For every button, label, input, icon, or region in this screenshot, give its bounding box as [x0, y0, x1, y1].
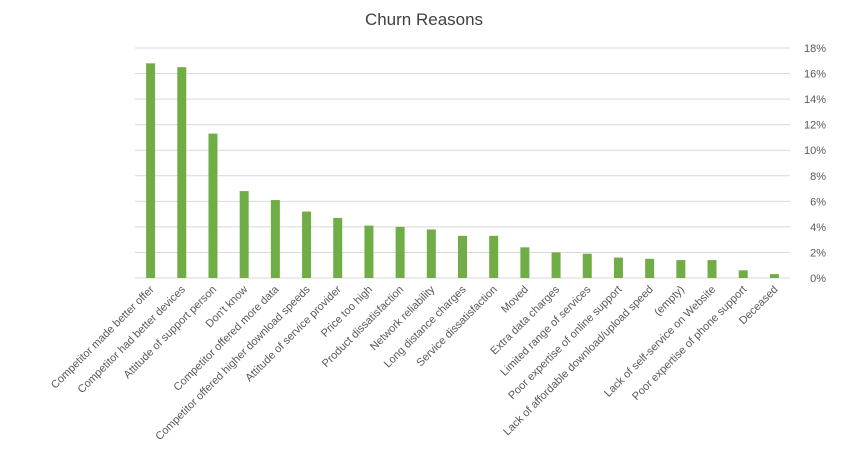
bar: [302, 211, 312, 278]
bar: [239, 191, 249, 278]
bar: [769, 274, 779, 278]
bar: [707, 260, 717, 278]
y-tick-label: 14%: [804, 94, 826, 106]
y-tick-label: 18%: [804, 43, 826, 55]
y-tick-label: 16%: [804, 69, 826, 81]
bar: [395, 226, 405, 278]
y-tick-label: 12%: [804, 120, 826, 132]
bar: [146, 63, 156, 279]
y-tick-label: 10%: [804, 145, 826, 157]
y-tick-label: 4%: [810, 222, 826, 234]
bar: [270, 200, 280, 278]
bar: [364, 225, 374, 278]
y-tick-label: 8%: [810, 171, 826, 183]
bar: [333, 217, 343, 278]
y-tick-label: 2%: [810, 247, 826, 259]
bar: [458, 235, 467, 278]
chart-title: Churn Reasons: [364, 10, 484, 29]
y-tick-label: 6%: [810, 196, 826, 208]
bar: [613, 257, 623, 278]
bar: [676, 260, 686, 278]
y-tick-label: 0%: [810, 273, 826, 285]
bar: [208, 133, 218, 278]
category-label: Poor expertise of online support: [506, 284, 624, 402]
bar: [551, 252, 561, 278]
bar: [489, 235, 499, 278]
bar: [582, 253, 592, 278]
bar: [645, 258, 655, 278]
bar: [177, 67, 187, 279]
bar: [426, 229, 436, 278]
category-label: Poor expertise of phone support: [630, 284, 749, 403]
bar: [738, 270, 748, 278]
bar: [520, 247, 530, 278]
